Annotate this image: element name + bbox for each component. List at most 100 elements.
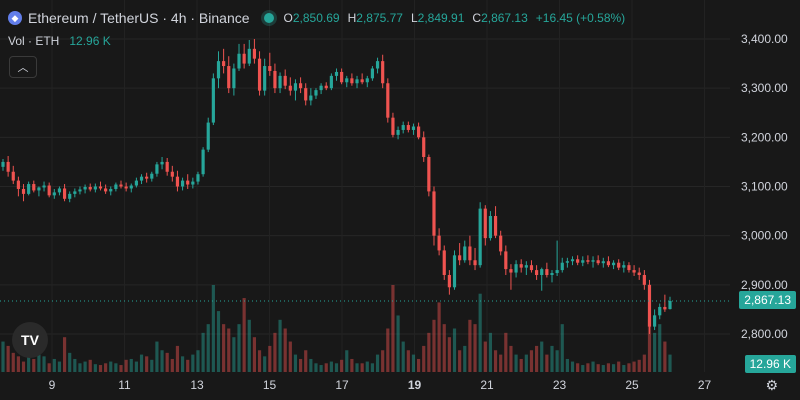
volume-bar: [145, 356, 149, 372]
collapse-legend-button[interactable]: ︿: [9, 56, 37, 78]
volume-bar: [386, 328, 390, 372]
candle-body: [104, 188, 108, 192]
current-price-tag: 2,867.13: [739, 291, 796, 309]
candle-body: [139, 176, 144, 181]
high-value: 2,875.77: [356, 11, 403, 25]
volume-bar: [319, 365, 323, 372]
volume-bar: [268, 345, 272, 372]
volume-bar: [186, 359, 190, 372]
volume-bar: [355, 363, 359, 372]
volume-bar: [206, 324, 210, 372]
volume-bar: [114, 363, 118, 372]
volume-bar: [658, 324, 662, 372]
candle-body: [627, 265, 631, 271]
symbol-title[interactable]: Ethereum / TetherUS · 4h · Binance: [28, 10, 250, 26]
candle-body: [170, 171, 174, 177]
volume-bar: [216, 311, 221, 372]
volume-bar: [227, 328, 231, 372]
volume-bar: [78, 363, 82, 372]
candle-body: [180, 180, 185, 187]
candle-body: [647, 284, 652, 327]
candle-body: [52, 192, 56, 196]
volume-bar: [391, 285, 395, 372]
volume-bar: [109, 361, 113, 372]
candle-body: [375, 61, 380, 69]
volume-bar: [401, 341, 405, 372]
ethereum-icon[interactable]: ◆: [8, 11, 22, 25]
volume-bar: [52, 358, 56, 372]
candle-body: [186, 180, 190, 185]
candle-body: [391, 117, 395, 135]
price-axis-label: 2,900.00: [741, 278, 788, 292]
candle-body: [329, 75, 333, 89]
volume-bar: [432, 319, 436, 372]
volume-bar: [529, 350, 534, 372]
volume-bar: [314, 363, 318, 372]
volume-bar: [334, 363, 339, 372]
volume-bar: [375, 354, 380, 372]
candle-body: [463, 246, 467, 261]
volume-bar: [519, 358, 523, 372]
candle-body: [622, 265, 626, 268]
candle-body: [160, 161, 164, 165]
volume-bar: [180, 356, 185, 372]
candle-body: [452, 255, 457, 288]
volume-bar: [478, 293, 482, 372]
candle-body: [114, 184, 118, 189]
candle-body: [211, 78, 215, 123]
candle-body: [601, 261, 605, 264]
close-value: 2,867.13: [481, 11, 528, 25]
volume-legend[interactable]: Vol · ETH 12.96 K: [8, 34, 111, 48]
candle-body: [545, 269, 549, 275]
volume-bar: [642, 354, 646, 372]
volume-bar: [504, 332, 508, 372]
volume-bar: [550, 345, 554, 372]
candle-body: [298, 83, 303, 89]
candle-body: [237, 53, 241, 69]
volume-bar: [37, 347, 41, 372]
candle-body: [606, 261, 611, 266]
candle-body: [98, 186, 103, 189]
low-key: L: [410, 11, 418, 25]
candle-body: [134, 180, 138, 186]
candle-body: [663, 306, 667, 310]
candle-body: [47, 185, 51, 196]
volume-bar: [124, 359, 128, 372]
candle-body: [468, 246, 472, 261]
time-axis-label: 15: [263, 378, 277, 392]
candle-body: [273, 70, 277, 89]
candle-body: [283, 75, 287, 86]
tradingview-logo[interactable]: TV: [12, 322, 48, 358]
candle-body: [109, 188, 113, 192]
candle-body: [550, 273, 554, 275]
volume-bar: [601, 365, 605, 372]
volume-bar: [196, 350, 200, 372]
candle-body: [540, 269, 544, 275]
volume-bar: [422, 345, 426, 372]
time-axis-label: 23: [553, 378, 567, 392]
candle-body: [658, 306, 662, 316]
time-axis-label: 27: [698, 378, 712, 392]
candle-body: [401, 125, 405, 130]
candle-body: [355, 79, 359, 84]
candle-body: [73, 191, 77, 194]
volume-bar: [247, 319, 251, 372]
market-open-icon: [263, 13, 274, 23]
candle-body: [340, 71, 344, 83]
volume-bar: [175, 345, 180, 372]
change-value: +16.45 (+0.58%): [535, 11, 626, 25]
volume-bar: [170, 358, 174, 372]
volume-bar: [139, 354, 144, 372]
candle-body: [83, 186, 87, 190]
candle-body: [165, 161, 169, 172]
candle-body: [119, 184, 123, 187]
volume-bar: [637, 359, 641, 372]
price-axis-label: 2,800.00: [741, 327, 788, 341]
candle-body: [1, 161, 5, 167]
volume-bar: [27, 354, 31, 372]
volume-bar: [632, 361, 636, 372]
settings-gear-icon[interactable]: ⚙: [765, 377, 778, 393]
open-key: O: [283, 11, 293, 25]
